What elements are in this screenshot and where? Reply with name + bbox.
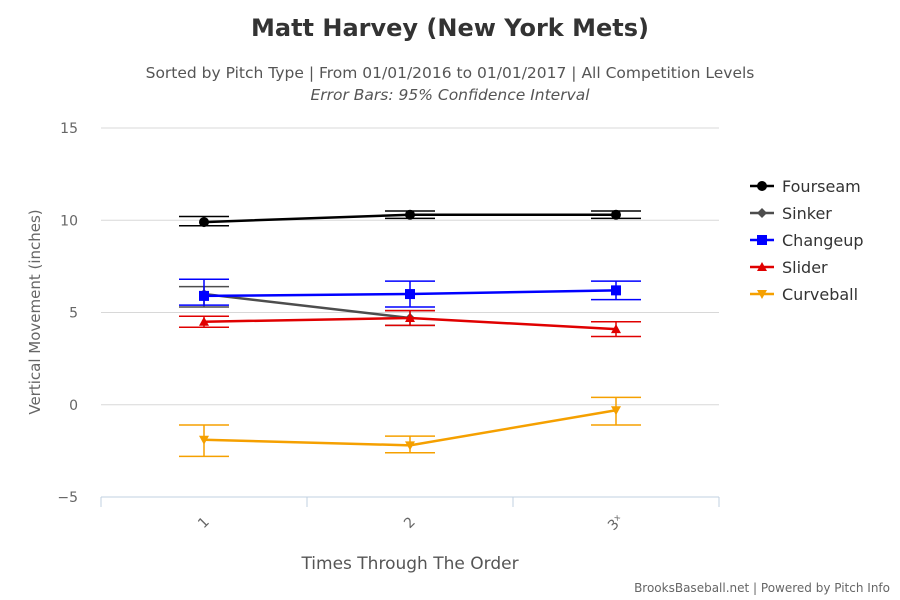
chart-subtitle: Sorted by Pitch Type | From 01/01/2016 t…	[146, 64, 755, 82]
y-tick-label: 5	[69, 306, 78, 322]
data-point	[405, 289, 415, 300]
legend-marker	[757, 181, 767, 191]
series-slider	[179, 309, 641, 338]
y-tick-label: 15	[60, 121, 78, 137]
y-tick-label: −5	[57, 490, 78, 506]
x-tick-label: 3ˣ	[605, 512, 627, 534]
legend-label: Changeup	[782, 231, 864, 250]
series-line	[203, 292, 411, 320]
legend-item-slider[interactable]: Slider	[750, 258, 828, 277]
legend-item-fourseam[interactable]: Fourseam	[750, 177, 861, 196]
data-point	[611, 406, 621, 416]
x-axis-label: Times Through The Order	[300, 554, 518, 574]
data-point	[611, 209, 621, 220]
legend-label: Sinker	[782, 204, 832, 223]
data-point	[405, 209, 415, 220]
series-changeup	[179, 278, 641, 308]
data-point	[199, 316, 209, 326]
y-axis-label: Vertical Movement (inches)	[26, 209, 44, 414]
legend-item-sinker[interactable]: Sinker	[750, 204, 832, 223]
legend-marker	[757, 208, 767, 218]
legend-label: Curveball	[782, 285, 858, 304]
data-point	[405, 441, 415, 451]
legend-label: Slider	[782, 258, 828, 277]
chart-title: Matt Harvey (New York Mets)	[251, 14, 649, 42]
data-point	[199, 435, 209, 445]
legend-marker	[757, 235, 767, 245]
y-tick-label: 10	[60, 213, 78, 229]
legend-item-curveball[interactable]: Curveball	[750, 285, 858, 304]
series-curveball	[179, 396, 641, 458]
data-point	[611, 324, 621, 334]
data-point	[199, 217, 209, 228]
data-point	[611, 285, 621, 296]
chart-subtitle-error-bars: Error Bars: 95% Confidence Interval	[310, 86, 590, 104]
legend-marker	[757, 262, 767, 271]
credit-text: BrooksBaseball.net | Powered by Pitch In…	[634, 581, 890, 595]
series-fourseam	[179, 209, 641, 228]
legend-item-changeup[interactable]: Changeup	[750, 231, 864, 250]
x-tick-label: 1	[195, 514, 213, 532]
data-point	[405, 313, 415, 323]
legend-label: Fourseam	[782, 177, 861, 196]
y-tick-label: 0	[69, 398, 78, 414]
data-point	[199, 290, 209, 301]
legend-marker	[757, 290, 767, 299]
x-tick-label: 2	[401, 514, 419, 532]
